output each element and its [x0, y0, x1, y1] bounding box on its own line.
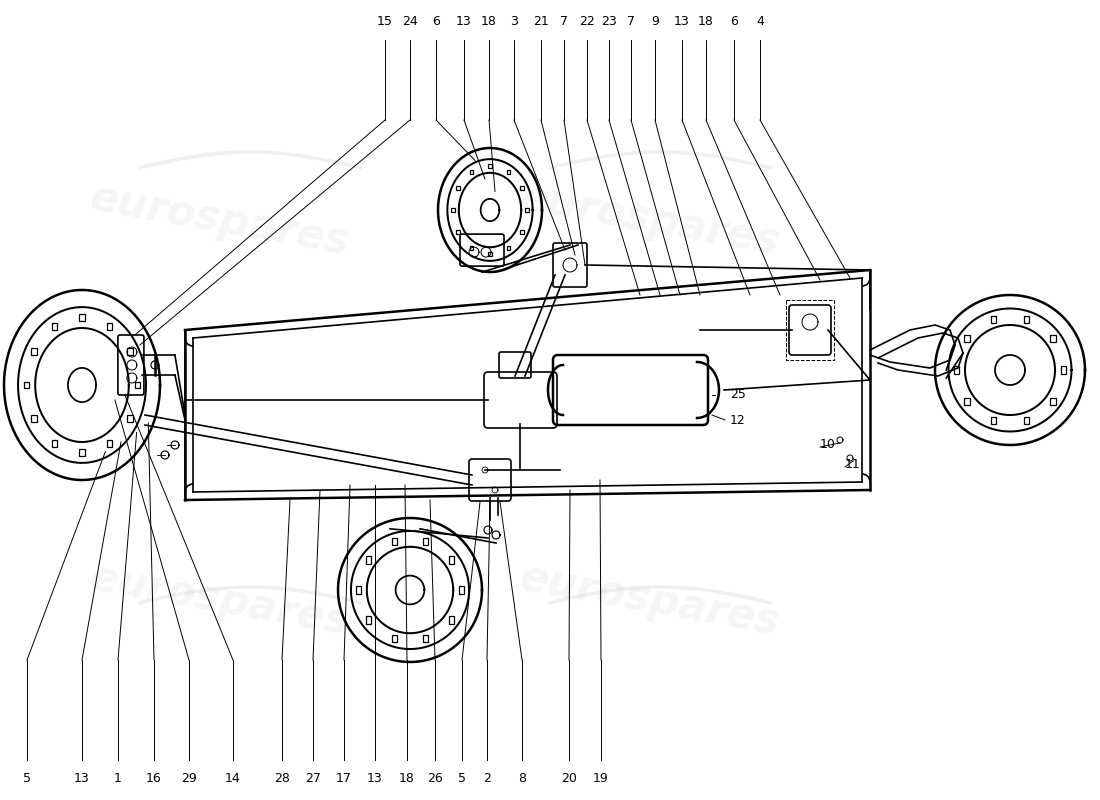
Bar — [1024, 316, 1030, 323]
Text: 7: 7 — [560, 15, 568, 28]
Text: 15: 15 — [377, 15, 393, 28]
Bar — [1050, 398, 1056, 405]
Bar — [520, 230, 524, 234]
Bar — [507, 246, 510, 250]
Bar — [991, 316, 997, 323]
Text: 9: 9 — [651, 15, 659, 28]
Bar — [107, 440, 112, 446]
Bar — [1024, 417, 1030, 424]
Bar — [954, 366, 959, 374]
Bar — [128, 348, 133, 354]
Text: 29: 29 — [182, 772, 197, 785]
Text: 27: 27 — [305, 772, 321, 785]
Bar — [134, 382, 140, 388]
Text: 16: 16 — [146, 772, 162, 785]
Bar — [520, 186, 524, 190]
Bar — [965, 398, 969, 405]
Text: 17: 17 — [337, 772, 352, 785]
Text: 2: 2 — [483, 772, 491, 785]
Text: 28: 28 — [274, 772, 290, 785]
Bar — [965, 335, 969, 342]
Text: 10: 10 — [820, 438, 836, 451]
Bar — [424, 635, 428, 642]
Text: 21: 21 — [534, 15, 549, 28]
Bar — [31, 348, 36, 354]
Bar — [24, 382, 30, 388]
Text: 8: 8 — [518, 772, 526, 785]
Text: 20: 20 — [561, 772, 576, 785]
Bar — [451, 208, 455, 212]
Bar — [470, 246, 473, 250]
Text: 18: 18 — [399, 772, 415, 785]
Text: 1: 1 — [114, 772, 122, 785]
Text: 13: 13 — [367, 772, 383, 785]
Bar — [525, 208, 529, 212]
Bar — [79, 449, 85, 456]
Text: 13: 13 — [674, 15, 690, 28]
Text: 19: 19 — [593, 772, 609, 785]
Text: 18: 18 — [481, 15, 497, 28]
Text: 12: 12 — [730, 414, 746, 426]
Bar — [456, 186, 460, 190]
Bar — [392, 635, 397, 642]
Bar — [488, 252, 492, 256]
Bar — [449, 617, 454, 624]
Bar — [1060, 366, 1066, 374]
Text: 4: 4 — [756, 15, 763, 28]
Text: eurospares: eurospares — [87, 177, 353, 263]
Bar — [991, 417, 997, 424]
Bar — [366, 617, 371, 624]
Text: 13: 13 — [456, 15, 472, 28]
Text: 26: 26 — [427, 772, 443, 785]
Text: 5: 5 — [458, 772, 466, 785]
Text: 3: 3 — [510, 15, 518, 28]
Text: 23: 23 — [601, 15, 617, 28]
Text: eurospares: eurospares — [517, 177, 783, 263]
Bar — [1050, 335, 1056, 342]
Bar — [786, 300, 834, 360]
Bar — [52, 440, 57, 446]
Bar — [107, 323, 112, 330]
Bar — [449, 556, 454, 563]
Text: 7: 7 — [627, 15, 635, 28]
Bar — [507, 170, 510, 174]
Bar — [488, 164, 492, 168]
Bar — [366, 556, 371, 563]
Text: 24: 24 — [403, 15, 418, 28]
Bar — [424, 538, 428, 545]
Bar — [470, 170, 473, 174]
Bar — [52, 323, 57, 330]
Bar — [31, 415, 36, 422]
Text: 11: 11 — [845, 458, 860, 471]
Text: 5: 5 — [23, 772, 31, 785]
Bar — [459, 586, 463, 594]
Bar — [456, 230, 460, 234]
Text: 22: 22 — [579, 15, 595, 28]
Text: 25: 25 — [730, 389, 746, 402]
Text: 6: 6 — [432, 15, 440, 28]
Text: 14: 14 — [226, 772, 241, 785]
Bar — [79, 314, 85, 321]
Text: 6: 6 — [730, 15, 738, 28]
Text: eurospares: eurospares — [517, 557, 783, 643]
Bar — [392, 538, 397, 545]
Text: 13: 13 — [74, 772, 90, 785]
Bar — [128, 415, 133, 422]
Text: 18: 18 — [698, 15, 714, 28]
Bar — [356, 586, 362, 594]
Text: eurospares: eurospares — [87, 557, 353, 643]
